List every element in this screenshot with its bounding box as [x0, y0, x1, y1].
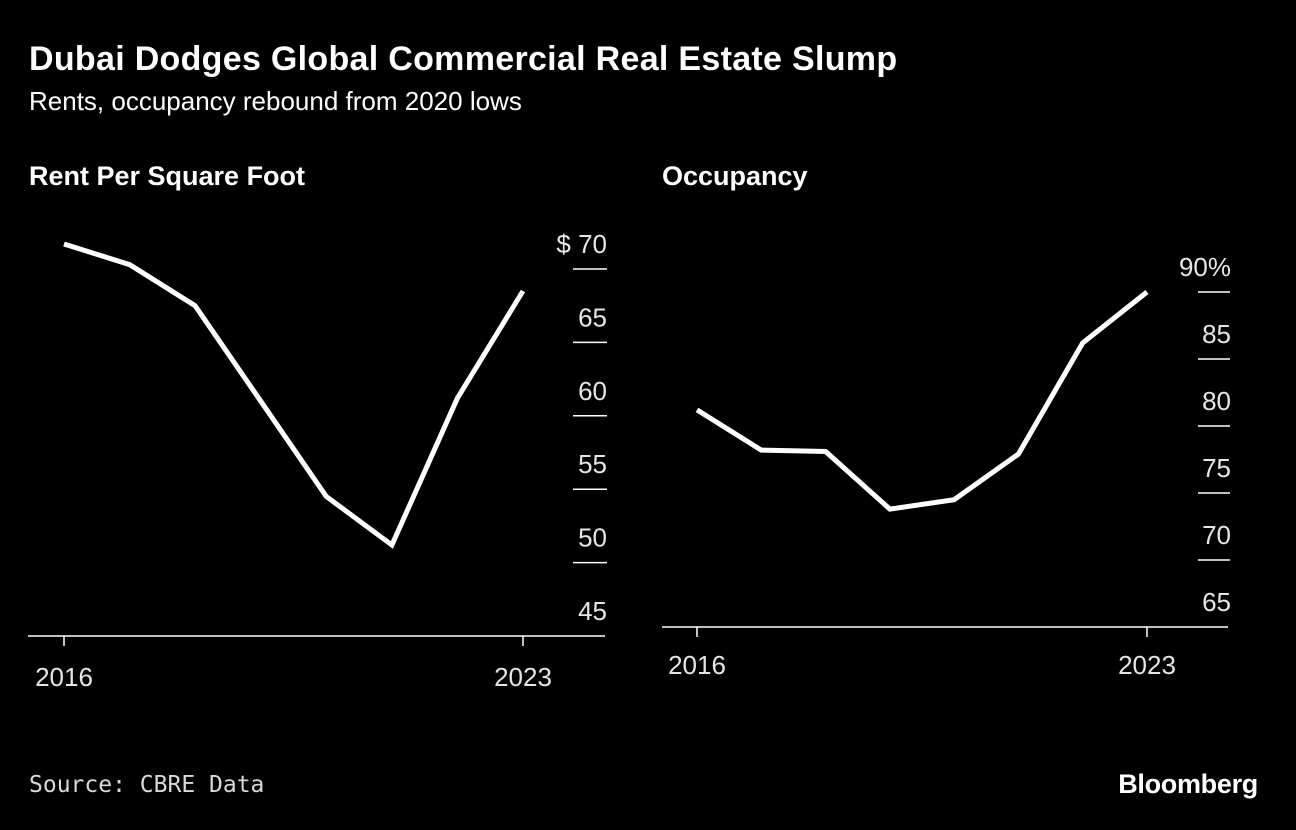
rent-y-tick-label: 55 [578, 449, 607, 479]
occupancy-y-tick-label: 80 [1202, 386, 1231, 416]
occupancy-x-tick-label: 2023 [1118, 650, 1176, 680]
rent-y-tick-label: 50 [578, 523, 607, 553]
rent-panel-title: Rent Per Square Foot [29, 161, 306, 191]
occupancy-y-tick-label: 85 [1202, 319, 1231, 349]
occupancy-y-tick-label: 65 [1202, 587, 1231, 617]
occupancy-y-tick-label: 90% [1179, 252, 1231, 282]
rent-chart: 45 50 55 60 65 $ 70 2016 2023 [28, 229, 607, 692]
rent-y-tick-label: 60 [578, 376, 607, 406]
rent-series-line [63, 241, 526, 549]
occupancy-chart: 65 70 75 80 85 90% 2016 2023 [662, 252, 1231, 680]
rent-y-tick-label: $ 70 [556, 229, 607, 259]
rent-y-tick-label: 45 [578, 596, 607, 626]
chart-title: Dubai Dodges Global Commercial Real Esta… [29, 40, 898, 78]
occupancy-y-tick-label: 70 [1202, 520, 1231, 550]
bloomberg-logo: Bloomberg [1118, 769, 1258, 799]
rent-x-tick-label: 2023 [494, 662, 552, 692]
rent-x-tick-label: 2016 [35, 662, 93, 692]
occupancy-series-line [695, 290, 1149, 512]
source-note: Source: CBRE Data [29, 772, 265, 798]
occupancy-panel-title: Occupancy [662, 161, 808, 191]
chart-subtitle: Rents, occupancy rebound from 2020 lows [29, 86, 522, 116]
rent-y-tick-label: 65 [578, 302, 607, 332]
occupancy-x-tick-label: 2016 [668, 650, 726, 680]
occupancy-y-tick-label: 75 [1202, 453, 1231, 483]
